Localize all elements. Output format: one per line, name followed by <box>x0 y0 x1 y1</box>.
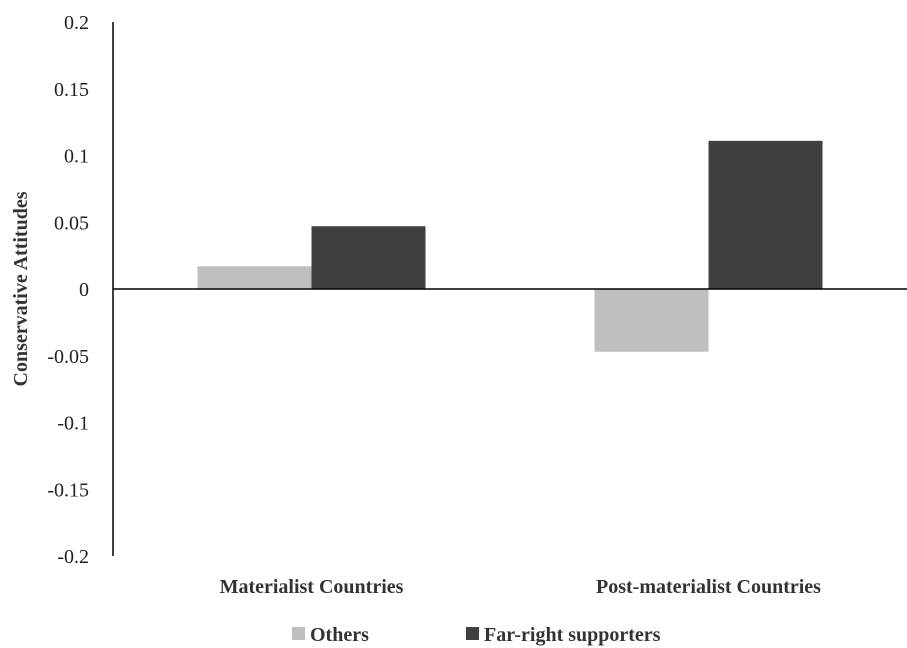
legend-label-others: Others <box>310 624 369 646</box>
y-tick-label: 0.15 <box>54 79 89 101</box>
category-labels: Materialist Countries Post-materialist Co… <box>220 576 822 598</box>
legend-swatch-others <box>292 627 305 640</box>
x-category-label: Materialist Countries <box>220 576 404 598</box>
y-axis-title: Conservative Attitudes <box>10 191 32 386</box>
bar-others-post-materialist <box>594 289 709 352</box>
bars <box>197 140 823 352</box>
y-tick-labels: 0.2 0.15 0.1 0.05 0 -0.05 -0.1 -0.15 -0.2 <box>47 12 89 568</box>
y-axis: 0.2 0.15 0.1 0.05 0 -0.05 -0.1 -0.15 -0.2 <box>47 12 114 568</box>
y-tick-label: -0.05 <box>47 346 89 368</box>
legend-label-far-right: Far-right supporters <box>484 624 661 646</box>
bar-others-materialist <box>197 266 312 289</box>
legend-swatch-far-right <box>466 627 479 640</box>
legend: Others Far-right supporters <box>292 624 661 646</box>
y-tick-label: -0.1 <box>57 413 89 435</box>
bar-far-right-post-materialist <box>708 140 823 289</box>
y-tick-label: 0.05 <box>54 212 89 234</box>
y-tick-label: 0.2 <box>64 12 89 34</box>
y-tick-label: -0.2 <box>57 546 89 568</box>
y-tick-label: 0.1 <box>64 146 89 168</box>
bar-far-right-materialist <box>311 226 426 289</box>
y-tick-label: 0 <box>79 279 89 301</box>
x-category-label: Post-materialist Countries <box>596 576 821 598</box>
y-tick-label: -0.15 <box>47 479 89 501</box>
